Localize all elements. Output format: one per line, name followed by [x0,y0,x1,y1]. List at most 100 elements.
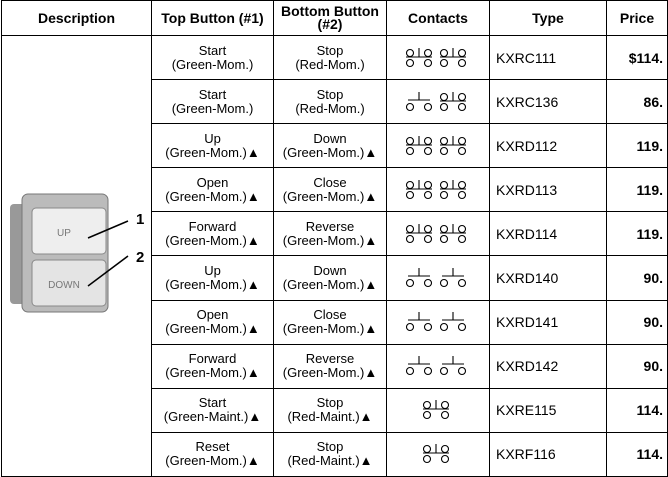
header-cell: Type [489,0,607,36]
header-cell: Description [1,0,152,36]
contact [405,311,433,332]
header-cell: Contacts [386,0,490,36]
price: $114. [606,34,668,81]
type: KXRD113 [489,167,607,213]
type: KXRD140 [489,255,607,301]
contact-symbol [405,267,467,288]
top-button: Up (Green-Mom.)▲ [151,123,274,169]
table-row: Open (Green-Mom.)▲ Close (Green-Mom.)▲ KXR… [2,167,668,213]
description-cell: UP DOWN 1 2 [1,35,152,477]
top-button: Open (Green-Mom.)▲ [151,299,274,345]
button-illustration: UP DOWN [10,193,129,313]
contact [405,355,433,376]
bottom-button: Close (Green-Mom.)▲ [273,167,387,213]
contact [439,46,467,67]
contacts-cell [386,123,490,169]
bottom-button: Reverse (Green-Mom.)▲ [273,343,387,389]
button-label: DOWN [48,280,80,291]
bottom-button: Reverse (Green-Mom.)▲ [273,211,387,257]
table-row: Up (Green-Mom.)▲ Down (Green-Mom.)▲ KXRD11… [2,123,668,169]
top-button: Open (Green-Mom.)▲ [151,167,274,213]
contact-symbol [405,311,467,332]
top-button: Up (Green-Mom.)▲ [151,255,274,301]
contact [422,399,450,420]
contact [405,267,433,288]
bottom-button: Stop (Red-Maint.)▲ [273,431,387,477]
contact [439,311,467,332]
type: KXRD112 [489,123,607,169]
bottom-button: Down (Green-Mom.)▲ [273,255,387,301]
contact-symbol [405,179,467,199]
header-cell: Bottom Button (#2) [273,0,387,36]
contacts-cell [386,255,490,301]
bottom-button: Stop (Red-Mom.) [273,34,387,81]
contact-symbol [405,135,467,155]
price: 119. [606,167,668,213]
price: 114. [606,431,668,477]
product-image: UP DOWN 1 2 [10,193,144,313]
header-cell: Price [606,0,668,36]
callout-number: 2 [136,249,144,266]
callout-number: 1 [136,211,144,228]
table-row: Reset (Green-Mom.)▲ Stop (Red-Maint.)▲ KXR… [2,431,668,477]
contacts-cell [386,34,490,81]
price: 90. [606,255,668,301]
contacts-cell [386,167,490,213]
header-cell: Top Button (#1) [151,0,274,36]
contact [439,355,467,376]
bottom-button: Stop (Red-Maint.)▲ [273,387,387,433]
price: 86. [606,79,668,125]
price: 119. [606,123,668,169]
contact-symbol [422,443,450,464]
contact [439,267,467,288]
type: KXRC111 [489,34,607,81]
table-row: Up (Green-Mom.)▲ Down (Green-Mom.)▲ KXRD14… [2,255,668,301]
contact [405,135,433,155]
contact-symbol [405,91,467,111]
top-button: Start (Green-Mom.) [151,34,274,81]
table-row: Start (Green-Maint.)▲ Stop (Red-Maint.)▲ K… [2,387,668,433]
type: KXRC136 [489,79,607,125]
bottom-button: Down (Green-Mom.)▲ [273,123,387,169]
contact [439,223,467,243]
contact [405,91,433,111]
top-button: Reset (Green-Mom.)▲ [151,431,274,477]
contact [405,223,433,243]
price: 119. [606,211,668,257]
bottom-button: Stop (Red-Mom.) [273,79,387,125]
contact-symbol [422,399,450,420]
contact [422,443,450,464]
contact [405,179,433,199]
top-button: Forward (Green-Mom.)▲ [151,343,274,389]
top-button: Forward (Green-Mom.)▲ [151,211,274,257]
contacts-cell [386,211,490,257]
type: KXRD114 [489,211,607,257]
top-button: Start (Green-Mom.) [151,79,274,125]
contact [439,179,467,199]
contacts-cell [386,299,490,345]
contacts-cell [386,343,490,389]
contact [439,91,467,111]
contacts-cell [386,79,490,125]
table-row: Start (Green-Mom.) Stop (Red-Mom.) KXRC136… [2,79,668,125]
type: KXRD141 [489,299,607,345]
contact-symbol [405,46,467,67]
header-row: Description Top Button (#1) Bottom Butto… [1,0,668,36]
contacts-cell [386,431,490,477]
price: 90. [606,343,668,389]
price: 90. [606,299,668,345]
contact [439,135,467,155]
button-label: UP [57,228,71,239]
contact [405,46,433,67]
type: KXRE115 [489,387,607,433]
contact-symbol [405,223,467,243]
price: 114. [606,387,668,433]
contacts-cell [386,387,490,433]
table-row: Forward (Green-Mom.)▲ Reverse (Green-Mom.… [2,343,668,389]
type: KXRD142 [489,343,607,389]
type: KXRF116 [489,431,607,477]
bottom-button: Close (Green-Mom.)▲ [273,299,387,345]
top-button: Start (Green-Maint.)▲ [151,387,274,433]
contact-symbol [405,355,467,376]
